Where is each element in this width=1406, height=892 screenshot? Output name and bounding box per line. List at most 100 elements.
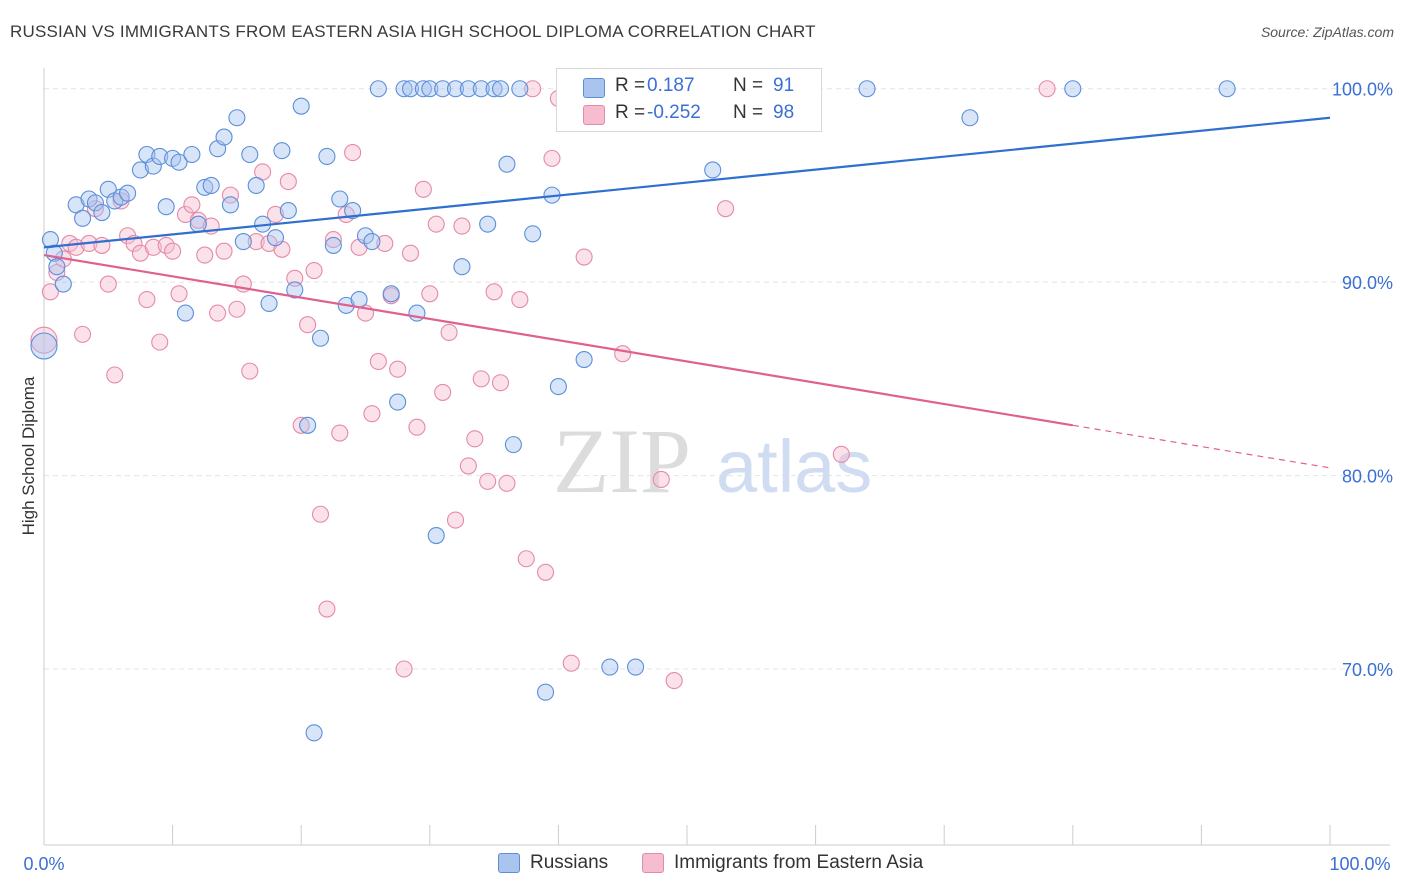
immigrants-point <box>318 600 336 618</box>
r-label: R = <box>615 75 646 96</box>
russians-point <box>536 683 555 701</box>
russians-point <box>151 147 169 165</box>
russians-point <box>305 724 323 742</box>
x-tick-label: 0.0% <box>23 854 64 874</box>
immigrants-point <box>170 285 188 303</box>
immigrants-point <box>196 246 214 264</box>
immigrants-point <box>247 232 265 251</box>
russians-point <box>189 215 207 233</box>
russians-point <box>266 229 285 247</box>
russians-point <box>414 80 432 98</box>
immigrants-swatch <box>583 105 605 125</box>
russians-point <box>311 329 330 347</box>
y-axis-label: High School Diploma <box>19 376 38 535</box>
russians-point <box>446 80 465 98</box>
legend-row-russians: R = 0.187 N = 91 <box>557 75 821 101</box>
russians-point <box>54 275 72 293</box>
immigrants-point <box>331 424 349 442</box>
russians-point <box>961 109 979 127</box>
russians-point <box>382 285 400 303</box>
russians-point <box>324 236 342 254</box>
y-tick-label: 80.0% <box>1342 467 1393 487</box>
immigrants-point <box>440 323 458 342</box>
immigrants-swatch <box>642 853 664 873</box>
immigrants-point <box>389 360 407 378</box>
russians-swatch <box>498 853 520 873</box>
immigrants-point <box>665 672 683 690</box>
russians-point <box>331 190 349 208</box>
russians-point <box>524 225 542 243</box>
russians-point <box>93 203 111 222</box>
russians-point <box>228 109 246 127</box>
russians-point <box>273 142 291 160</box>
russians-point <box>292 97 310 115</box>
russians-point <box>858 80 876 98</box>
immigrants-point <box>221 186 240 204</box>
n-value: 98 <box>773 102 795 123</box>
russians-point <box>401 80 420 98</box>
series-russians-points <box>30 80 1236 742</box>
russians-point <box>459 80 477 98</box>
russians-point <box>30 332 58 360</box>
russians-point <box>196 178 214 196</box>
russians-point <box>183 145 201 164</box>
immigrants-point <box>446 511 465 529</box>
immigrants-point <box>491 374 510 392</box>
immigrants-point <box>401 244 420 262</box>
legend-row-immigrants: R = -0.252 N = 98 <box>557 102 821 128</box>
immigrants-point <box>524 80 542 98</box>
immigrants-point <box>279 173 297 191</box>
immigrants-point <box>498 474 516 492</box>
russians-point <box>491 80 510 98</box>
immigrants-point <box>41 283 59 301</box>
immigrants-point <box>369 352 387 371</box>
russians-point <box>279 202 297 220</box>
immigrants-point <box>363 405 381 423</box>
series-legend: Russians Immigrants from Eastern Asia <box>0 852 1406 876</box>
watermark-zip: ZIP <box>553 410 691 512</box>
russians-point <box>157 198 175 216</box>
y-tick-label: 90.0% <box>1342 273 1393 293</box>
russians-point <box>344 202 362 220</box>
russians-point <box>318 147 336 165</box>
immigrants-point <box>311 505 330 523</box>
immigrants-point <box>511 291 529 309</box>
russians-point <box>472 80 490 98</box>
immigrants-point <box>299 316 317 334</box>
russians-point <box>286 281 304 299</box>
immigrants-point <box>485 283 503 301</box>
axes <box>43 68 1390 846</box>
russians-point <box>1218 80 1236 98</box>
russians-point <box>260 294 278 312</box>
r-value: -0.252 <box>647 102 701 123</box>
russians-point <box>144 157 162 175</box>
immigrants-point <box>575 248 593 266</box>
russians-point <box>434 80 452 98</box>
russians-point <box>119 184 137 202</box>
immigrants-point <box>228 300 246 318</box>
russians-point <box>170 153 188 171</box>
immigrants-point <box>652 470 670 488</box>
immigrants-point <box>292 416 310 434</box>
immigrants-trend-line <box>43 254 1073 427</box>
russians-point <box>504 436 522 454</box>
immigrants-point <box>286 269 304 287</box>
source-label: Source: ZipAtlas.com <box>1260 24 1394 40</box>
immigrants-point <box>466 430 484 448</box>
russians-point <box>363 232 381 251</box>
russians-point <box>485 80 503 98</box>
immigrants-point <box>832 445 850 463</box>
russians-point <box>356 227 375 245</box>
immigrants-point <box>1038 80 1056 98</box>
russians-point <box>427 526 445 545</box>
immigrants-point <box>459 457 477 475</box>
russians-point <box>421 80 439 98</box>
immigrants-point <box>536 563 555 581</box>
russians-point <box>234 232 252 251</box>
immigrants-point <box>99 275 117 293</box>
immigrants-point <box>376 234 394 253</box>
stats-legend: R = 0.187 N = 91 R = -0.252 N = 98 <box>556 68 822 132</box>
russians-point <box>131 161 149 179</box>
immigrants-point <box>517 550 535 568</box>
